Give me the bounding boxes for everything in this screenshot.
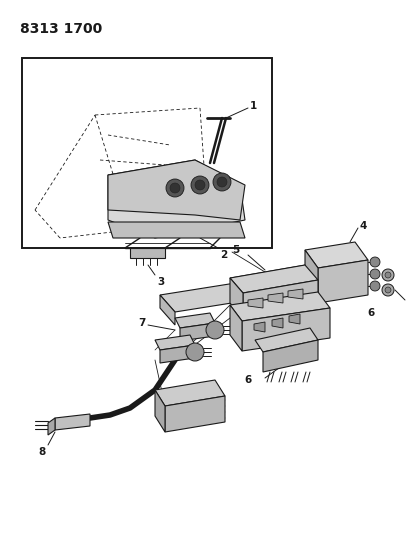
Polygon shape bbox=[175, 313, 214, 328]
Circle shape bbox=[205, 321, 223, 339]
Polygon shape bbox=[262, 340, 317, 372]
Text: 1: 1 bbox=[249, 101, 256, 111]
Circle shape bbox=[381, 284, 393, 296]
Circle shape bbox=[384, 287, 390, 293]
Text: 4: 4 bbox=[359, 221, 366, 231]
Polygon shape bbox=[288, 314, 299, 324]
Polygon shape bbox=[108, 160, 245, 220]
Polygon shape bbox=[130, 248, 164, 258]
Polygon shape bbox=[304, 242, 367, 268]
Polygon shape bbox=[155, 390, 164, 432]
Text: 5: 5 bbox=[231, 245, 239, 255]
Polygon shape bbox=[160, 295, 175, 325]
Text: 7: 7 bbox=[138, 318, 146, 328]
Polygon shape bbox=[267, 293, 282, 303]
Bar bbox=[22, 58, 271, 248]
Circle shape bbox=[369, 281, 379, 291]
Polygon shape bbox=[164, 396, 225, 432]
Text: 8313 1700: 8313 1700 bbox=[20, 22, 102, 36]
Circle shape bbox=[213, 173, 230, 191]
Polygon shape bbox=[271, 318, 282, 328]
Polygon shape bbox=[108, 160, 245, 238]
Polygon shape bbox=[317, 260, 367, 303]
Circle shape bbox=[381, 269, 393, 281]
Circle shape bbox=[216, 177, 227, 187]
Polygon shape bbox=[304, 250, 317, 303]
Polygon shape bbox=[241, 308, 329, 351]
Polygon shape bbox=[48, 418, 55, 435]
Polygon shape bbox=[247, 298, 262, 308]
Text: 3: 3 bbox=[157, 277, 164, 287]
Polygon shape bbox=[243, 280, 317, 318]
Polygon shape bbox=[55, 414, 90, 430]
Polygon shape bbox=[108, 222, 245, 238]
Polygon shape bbox=[229, 305, 241, 351]
Circle shape bbox=[195, 180, 204, 190]
Polygon shape bbox=[180, 323, 214, 341]
Polygon shape bbox=[287, 289, 302, 299]
Polygon shape bbox=[229, 278, 243, 318]
Circle shape bbox=[191, 176, 209, 194]
Circle shape bbox=[369, 269, 379, 279]
Text: 2: 2 bbox=[220, 250, 227, 260]
Polygon shape bbox=[254, 328, 317, 352]
Text: 6: 6 bbox=[244, 375, 252, 385]
Polygon shape bbox=[160, 268, 344, 312]
Text: 6: 6 bbox=[366, 308, 373, 318]
Polygon shape bbox=[254, 322, 264, 332]
Polygon shape bbox=[155, 335, 195, 350]
Polygon shape bbox=[229, 265, 317, 293]
Circle shape bbox=[369, 257, 379, 267]
Circle shape bbox=[384, 272, 390, 278]
Text: 8: 8 bbox=[39, 447, 46, 457]
Circle shape bbox=[186, 343, 204, 361]
Circle shape bbox=[166, 179, 184, 197]
Polygon shape bbox=[155, 380, 225, 406]
Polygon shape bbox=[229, 292, 329, 321]
Polygon shape bbox=[160, 345, 195, 363]
Circle shape bbox=[170, 183, 180, 193]
